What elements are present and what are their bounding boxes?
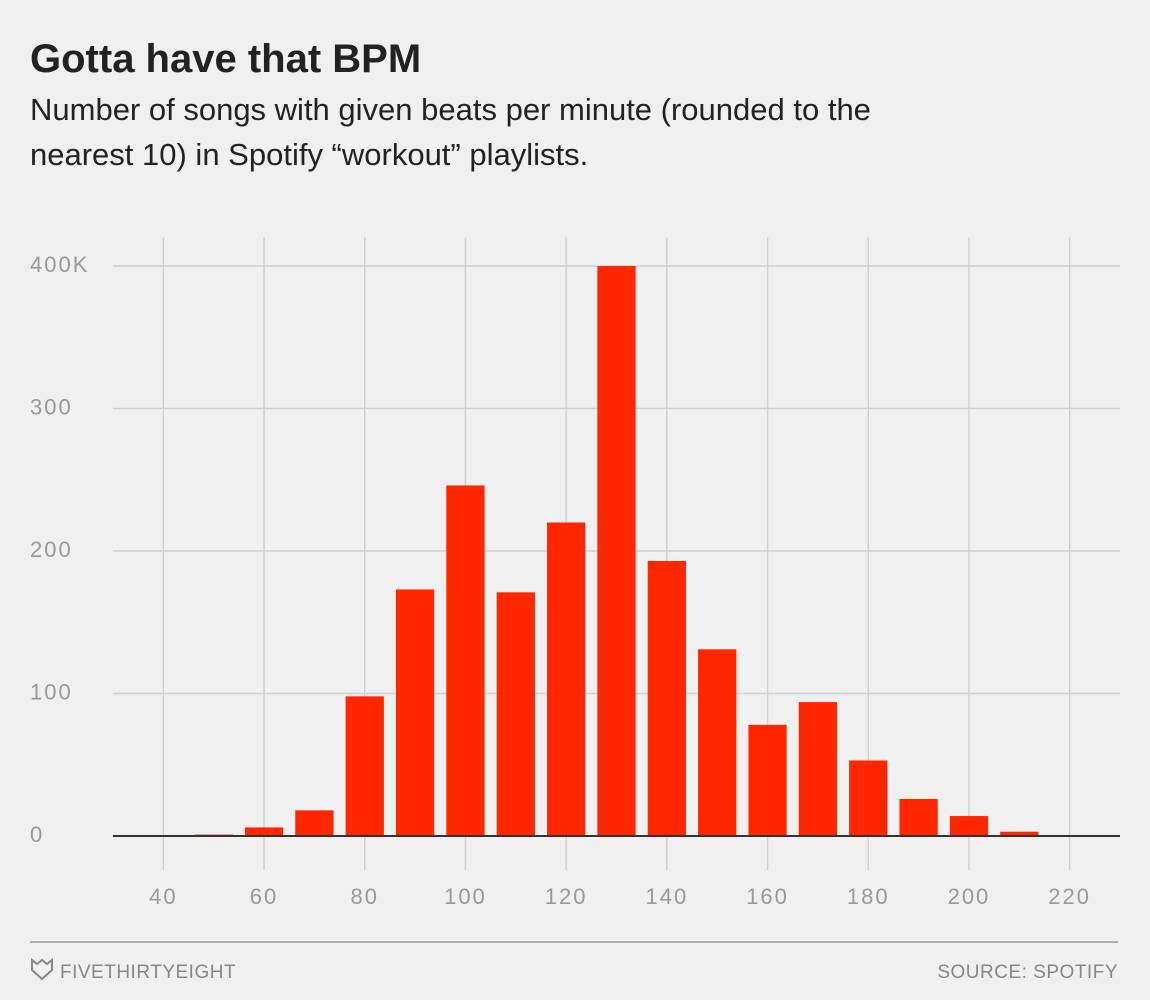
- bar: [899, 798, 938, 836]
- bar: [496, 592, 535, 836]
- bar: [949, 816, 989, 836]
- bar: [446, 485, 485, 836]
- source: SOURCE: SPOTIFY: [937, 962, 1118, 983]
- x-tick-label: 220: [1048, 884, 1091, 909]
- bar: [345, 696, 384, 836]
- y-tick-label: 400K: [30, 252, 89, 277]
- chart-title: Gotta have that BPM: [30, 37, 421, 81]
- x-tick-label: 80: [351, 884, 379, 909]
- bar: [547, 522, 586, 836]
- bar: [395, 589, 435, 836]
- x-tick-label: 180: [847, 884, 890, 909]
- x-tick-label: 60: [250, 884, 278, 909]
- x-tick-label: 160: [746, 884, 789, 909]
- x-tick-label: 200: [948, 884, 991, 909]
- x-tick-label: 40: [149, 884, 177, 909]
- bar: [698, 649, 737, 836]
- bar: [849, 760, 888, 836]
- bar: [748, 724, 787, 836]
- chart-subtitle: Number of songs with given beats per min…: [30, 92, 871, 127]
- y-tick-label: 300: [30, 394, 73, 419]
- brand-logo: [31, 957, 53, 981]
- bar: [798, 702, 838, 836]
- x-tick-label: 120: [545, 884, 588, 909]
- y-tick-label: 200: [30, 537, 73, 562]
- bar: [244, 827, 284, 836]
- bar: [1000, 831, 1039, 836]
- bar: [295, 810, 334, 836]
- x-tick-label: 100: [444, 884, 487, 909]
- y-tick-label: 0: [30, 822, 44, 847]
- y-tick-label: 100: [30, 679, 73, 704]
- bar: [647, 560, 686, 836]
- chart-subtitle: nearest 10) in Spotify “workout” playlis…: [30, 137, 588, 172]
- bar: [597, 266, 636, 836]
- x-tick-label: 140: [645, 884, 688, 909]
- brand: FIVETHIRTYEIGHT: [60, 962, 236, 983]
